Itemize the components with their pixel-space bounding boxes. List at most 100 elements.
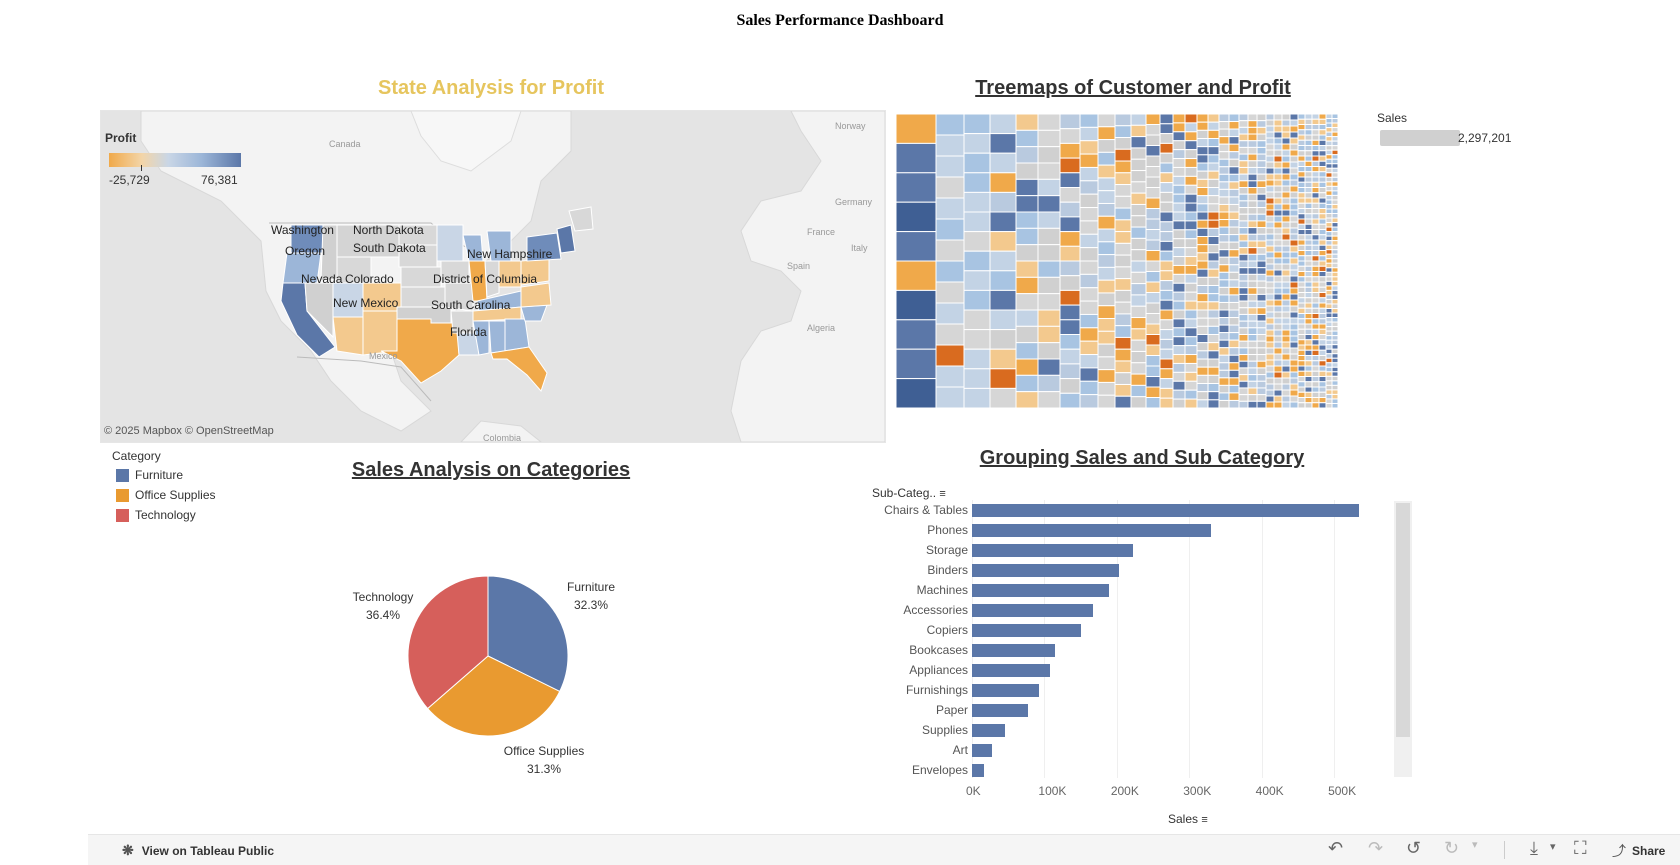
treemap-cell[interactable]: [1289, 263, 1299, 271]
treemap-cell[interactable]: [1273, 203, 1283, 211]
treemap-cell[interactable]: [1037, 391, 1061, 409]
treemap-cell[interactable]: [1207, 301, 1220, 311]
treemap-cell[interactable]: [1218, 309, 1230, 319]
treemap-cell[interactable]: [1265, 113, 1275, 121]
treemap-cell[interactable]: [1331, 398, 1339, 404]
treemap-cell[interactable]: [1059, 216, 1081, 233]
treemap-cell[interactable]: [1325, 145, 1333, 151]
treemap-cell[interactable]: [1325, 222, 1333, 228]
treemap-cell[interactable]: [1304, 124, 1313, 131]
treemap-cell[interactable]: [1247, 340, 1258, 349]
treemap-cell[interactable]: [1331, 185, 1339, 192]
treemap-cell[interactable]: [1281, 275, 1291, 283]
treemap-cell[interactable]: [1265, 353, 1275, 361]
treemap-cell[interactable]: [1238, 280, 1249, 289]
treemap-cell[interactable]: [1172, 389, 1186, 400]
treemap-cell[interactable]: [1097, 394, 1116, 409]
treemap-cell[interactable]: [1281, 263, 1291, 271]
treemap-cell[interactable]: [1289, 401, 1299, 409]
treemap-cell[interactable]: [1265, 401, 1275, 409]
treemap-cell[interactable]: [1196, 309, 1209, 319]
treemap-cell[interactable]: [1265, 371, 1275, 379]
treemap-cell[interactable]: [935, 386, 965, 409]
treemap-cell[interactable]: [1331, 384, 1339, 391]
treemap-cell[interactable]: [1311, 155, 1320, 162]
treemap-cell[interactable]: [1289, 203, 1299, 211]
treemap-cell[interactable]: [1311, 297, 1320, 304]
treemap-cell[interactable]: [1311, 328, 1320, 335]
treemap-cell[interactable]: [1273, 167, 1283, 175]
treemap-cell[interactable]: [1331, 321, 1339, 328]
treemap-cell[interactable]: [1256, 140, 1267, 148]
treemap-cell[interactable]: [1114, 372, 1132, 385]
treemap-cell[interactable]: [989, 348, 1017, 370]
treemap-cell[interactable]: [1037, 162, 1061, 180]
treemap-cell[interactable]: [1130, 339, 1147, 352]
treemap-cell[interactable]: [1172, 327, 1186, 338]
undo-icon[interactable]: ↶: [1328, 838, 1344, 858]
treemap-cell[interactable]: [1079, 153, 1099, 168]
treemap-cell[interactable]: [1247, 200, 1258, 209]
bar-x-axis-title[interactable]: Sales ≡: [1168, 812, 1208, 826]
treemap-cell[interactable]: [1172, 362, 1186, 373]
treemap-cell[interactable]: [1114, 242, 1132, 256]
treemap-cell[interactable]: [1297, 360, 1306, 367]
treemap-cell[interactable]: [1311, 150, 1320, 157]
treemap-cell[interactable]: [1297, 313, 1306, 320]
treemap-cell[interactable]: [1325, 262, 1333, 269]
treemap-cell[interactable]: [1281, 155, 1291, 163]
treemap-cell[interactable]: [1159, 338, 1174, 350]
treemap-cell[interactable]: [1304, 402, 1313, 409]
redo-icon[interactable]: ↷: [1368, 838, 1384, 858]
treemap-cell[interactable]: [1273, 323, 1283, 331]
treemap-cell[interactable]: [1207, 317, 1220, 327]
treemap-cell[interactable]: [1304, 208, 1313, 215]
treemap-cell[interactable]: [989, 152, 1017, 174]
treemap-cell[interactable]: [1281, 137, 1291, 145]
treemap-cell[interactable]: [1037, 146, 1061, 164]
treemap-cell[interactable]: [1145, 271, 1161, 283]
treemap-cell[interactable]: [1304, 113, 1313, 120]
treemap-cell[interactable]: [1207, 383, 1220, 393]
treemap-cell[interactable]: [1331, 158, 1339, 165]
treemap-cell[interactable]: [1325, 258, 1333, 264]
treemap-cell[interactable]: [1238, 300, 1249, 309]
treemap-cell[interactable]: [1059, 157, 1081, 174]
treemap-cell[interactable]: [1256, 180, 1267, 189]
treemap-cell[interactable]: [989, 113, 1017, 135]
treemap-cell[interactable]: [1281, 281, 1291, 289]
treemap-cell[interactable]: [1304, 213, 1313, 220]
treemap-cell[interactable]: [1037, 374, 1061, 393]
treemap-cell[interactable]: [1256, 334, 1267, 342]
treemap-cell[interactable]: [1159, 211, 1174, 223]
treemap-cell[interactable]: [1218, 226, 1230, 236]
treemap-cell[interactable]: [935, 281, 965, 304]
treemap-cell[interactable]: [1311, 355, 1320, 362]
treemap-cell[interactable]: [1297, 265, 1306, 272]
treemap-cell[interactable]: [1114, 348, 1132, 362]
treemap-cell[interactable]: [1172, 193, 1186, 204]
treemap-cell[interactable]: [1273, 269, 1283, 277]
treemap-cell[interactable]: [1228, 188, 1240, 198]
treemap-cell[interactable]: [1037, 309, 1061, 327]
treemap-cell[interactable]: [1273, 317, 1283, 325]
treemap-cell[interactable]: [1130, 384, 1147, 398]
treemap-cell[interactable]: [1331, 235, 1339, 242]
treemap-cell[interactable]: [1325, 326, 1333, 332]
treemap-cell[interactable]: [1325, 217, 1333, 224]
treemap-cell[interactable]: [1015, 391, 1039, 409]
treemap-cell[interactable]: [1218, 121, 1230, 130]
treemap-cell[interactable]: [1037, 195, 1061, 213]
treemap-cell[interactable]: [1265, 245, 1275, 253]
treemap-cell[interactable]: [1159, 270, 1174, 282]
treemap-cell[interactable]: [1331, 402, 1339, 409]
treemap-cell[interactable]: [1130, 305, 1147, 319]
treemap-cell[interactable]: [1318, 376, 1327, 383]
treemap-cell[interactable]: [1265, 161, 1275, 169]
treemap-cell[interactable]: [1304, 234, 1313, 241]
treemap-cell[interactable]: [1184, 273, 1198, 284]
treemap-cell[interactable]: [1331, 344, 1339, 350]
treemap-cell[interactable]: [1247, 300, 1258, 309]
treemap-cell[interactable]: [1159, 319, 1174, 331]
treemap-cell[interactable]: [1247, 133, 1258, 142]
